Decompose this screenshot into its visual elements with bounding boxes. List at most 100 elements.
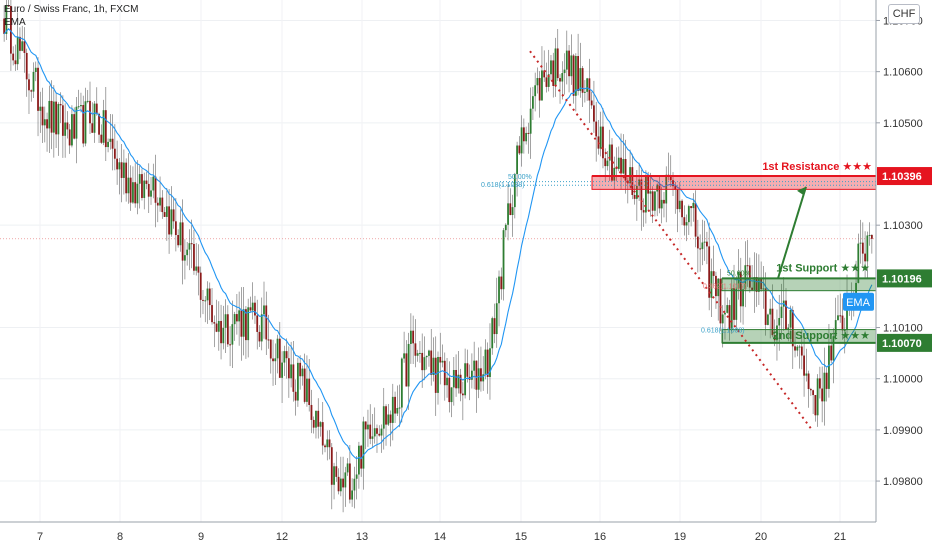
candle-body bbox=[150, 190, 152, 197]
candle-body bbox=[165, 206, 168, 217]
candle-body bbox=[122, 162, 125, 178]
chart-title: Euro / Swiss Franc, 1h, FXCM bbox=[4, 4, 139, 15]
candle-body bbox=[204, 300, 207, 302]
candle-body bbox=[529, 108, 532, 134]
candle-body bbox=[719, 278, 722, 324]
candle-body bbox=[46, 119, 48, 129]
candle-body bbox=[733, 288, 735, 320]
candle-body bbox=[769, 308, 772, 315]
candle-body bbox=[179, 222, 182, 246]
candle-body bbox=[405, 353, 408, 387]
candle-body bbox=[676, 189, 679, 210]
candle-body bbox=[174, 221, 177, 236]
candle-body bbox=[832, 336, 835, 361]
candle-body bbox=[428, 350, 430, 356]
candle-body bbox=[486, 349, 489, 378]
candle-body bbox=[477, 368, 480, 390]
candle-body bbox=[434, 357, 437, 393]
candle-body bbox=[154, 176, 157, 203]
ema-badge bbox=[843, 292, 874, 311]
candle-body bbox=[448, 377, 451, 403]
candle-body bbox=[663, 199, 665, 204]
candle-body bbox=[118, 162, 121, 170]
currency-button[interactable]: CHF bbox=[888, 4, 920, 24]
candle-body bbox=[256, 315, 259, 332]
candle-body bbox=[547, 74, 550, 87]
candle-body bbox=[504, 224, 507, 231]
candle-body bbox=[574, 56, 577, 96]
candle-body bbox=[287, 358, 290, 379]
candle-body bbox=[412, 330, 415, 344]
candle-body bbox=[489, 348, 491, 378]
x-tick-label: 21 bbox=[834, 531, 846, 543]
price-badge bbox=[877, 167, 932, 186]
candle-body bbox=[206, 288, 209, 301]
candle-body bbox=[579, 68, 582, 91]
candle-body bbox=[129, 177, 132, 203]
ema-line bbox=[3, 27, 873, 460]
candle-body bbox=[708, 246, 711, 298]
candle-body bbox=[301, 368, 304, 377]
candle-body bbox=[5, 5, 8, 34]
candle-body bbox=[536, 78, 539, 86]
candle-body bbox=[382, 406, 385, 429]
candle-body bbox=[369, 424, 372, 439]
candle-body bbox=[785, 300, 787, 330]
candle-body bbox=[25, 52, 28, 80]
candle-body bbox=[100, 134, 103, 143]
candle-body bbox=[324, 445, 326, 448]
candle-body bbox=[520, 127, 523, 154]
candle-body bbox=[251, 302, 254, 311]
x-tick-label: 7 bbox=[37, 531, 43, 543]
candle-body bbox=[602, 126, 604, 159]
candle-body bbox=[798, 346, 801, 348]
candle-body bbox=[188, 243, 191, 250]
candle-body bbox=[640, 179, 643, 211]
price-badge bbox=[877, 333, 932, 352]
candle-body bbox=[706, 241, 708, 247]
candle-body bbox=[432, 357, 435, 375]
candle-body bbox=[595, 121, 598, 137]
candle-body bbox=[821, 388, 824, 402]
candle-body bbox=[841, 315, 844, 331]
candle-body bbox=[220, 320, 222, 344]
candle-body bbox=[308, 378, 311, 405]
candle-body bbox=[556, 48, 559, 79]
candle-body bbox=[342, 478, 344, 488]
candle-body bbox=[687, 206, 690, 223]
candle-body bbox=[373, 428, 376, 437]
ema-path bbox=[3, 27, 873, 460]
candle-body bbox=[538, 78, 541, 101]
candle-body bbox=[455, 369, 457, 389]
candle-body bbox=[794, 346, 796, 351]
candle-body bbox=[466, 363, 469, 377]
candle-body bbox=[321, 422, 324, 446]
candle-body bbox=[590, 100, 593, 106]
candle-body bbox=[859, 242, 862, 244]
candle-body bbox=[16, 36, 19, 65]
candle-body bbox=[780, 306, 783, 318]
axes: 1.107001.106001.105001.103001.101001.100… bbox=[0, 0, 923, 543]
candle-body bbox=[631, 167, 634, 195]
candle-body bbox=[211, 305, 213, 323]
candle-body bbox=[274, 358, 277, 362]
candle-body bbox=[344, 472, 347, 488]
candle-body bbox=[407, 343, 410, 387]
candle-body bbox=[423, 357, 426, 371]
candle-body bbox=[484, 349, 487, 375]
candle-body bbox=[807, 373, 810, 390]
candle-body bbox=[651, 191, 654, 211]
candle-body bbox=[753, 277, 756, 290]
candle-body bbox=[143, 180, 146, 198]
candle-body bbox=[215, 323, 218, 332]
candle-body bbox=[394, 396, 396, 414]
candle-body bbox=[348, 463, 351, 500]
x-tick-label: 15 bbox=[515, 531, 527, 543]
candle-body bbox=[511, 207, 514, 216]
resistance-zone bbox=[591, 175, 877, 190]
candle-body bbox=[387, 414, 390, 425]
candle-body bbox=[398, 407, 401, 409]
candle-body bbox=[737, 271, 740, 289]
